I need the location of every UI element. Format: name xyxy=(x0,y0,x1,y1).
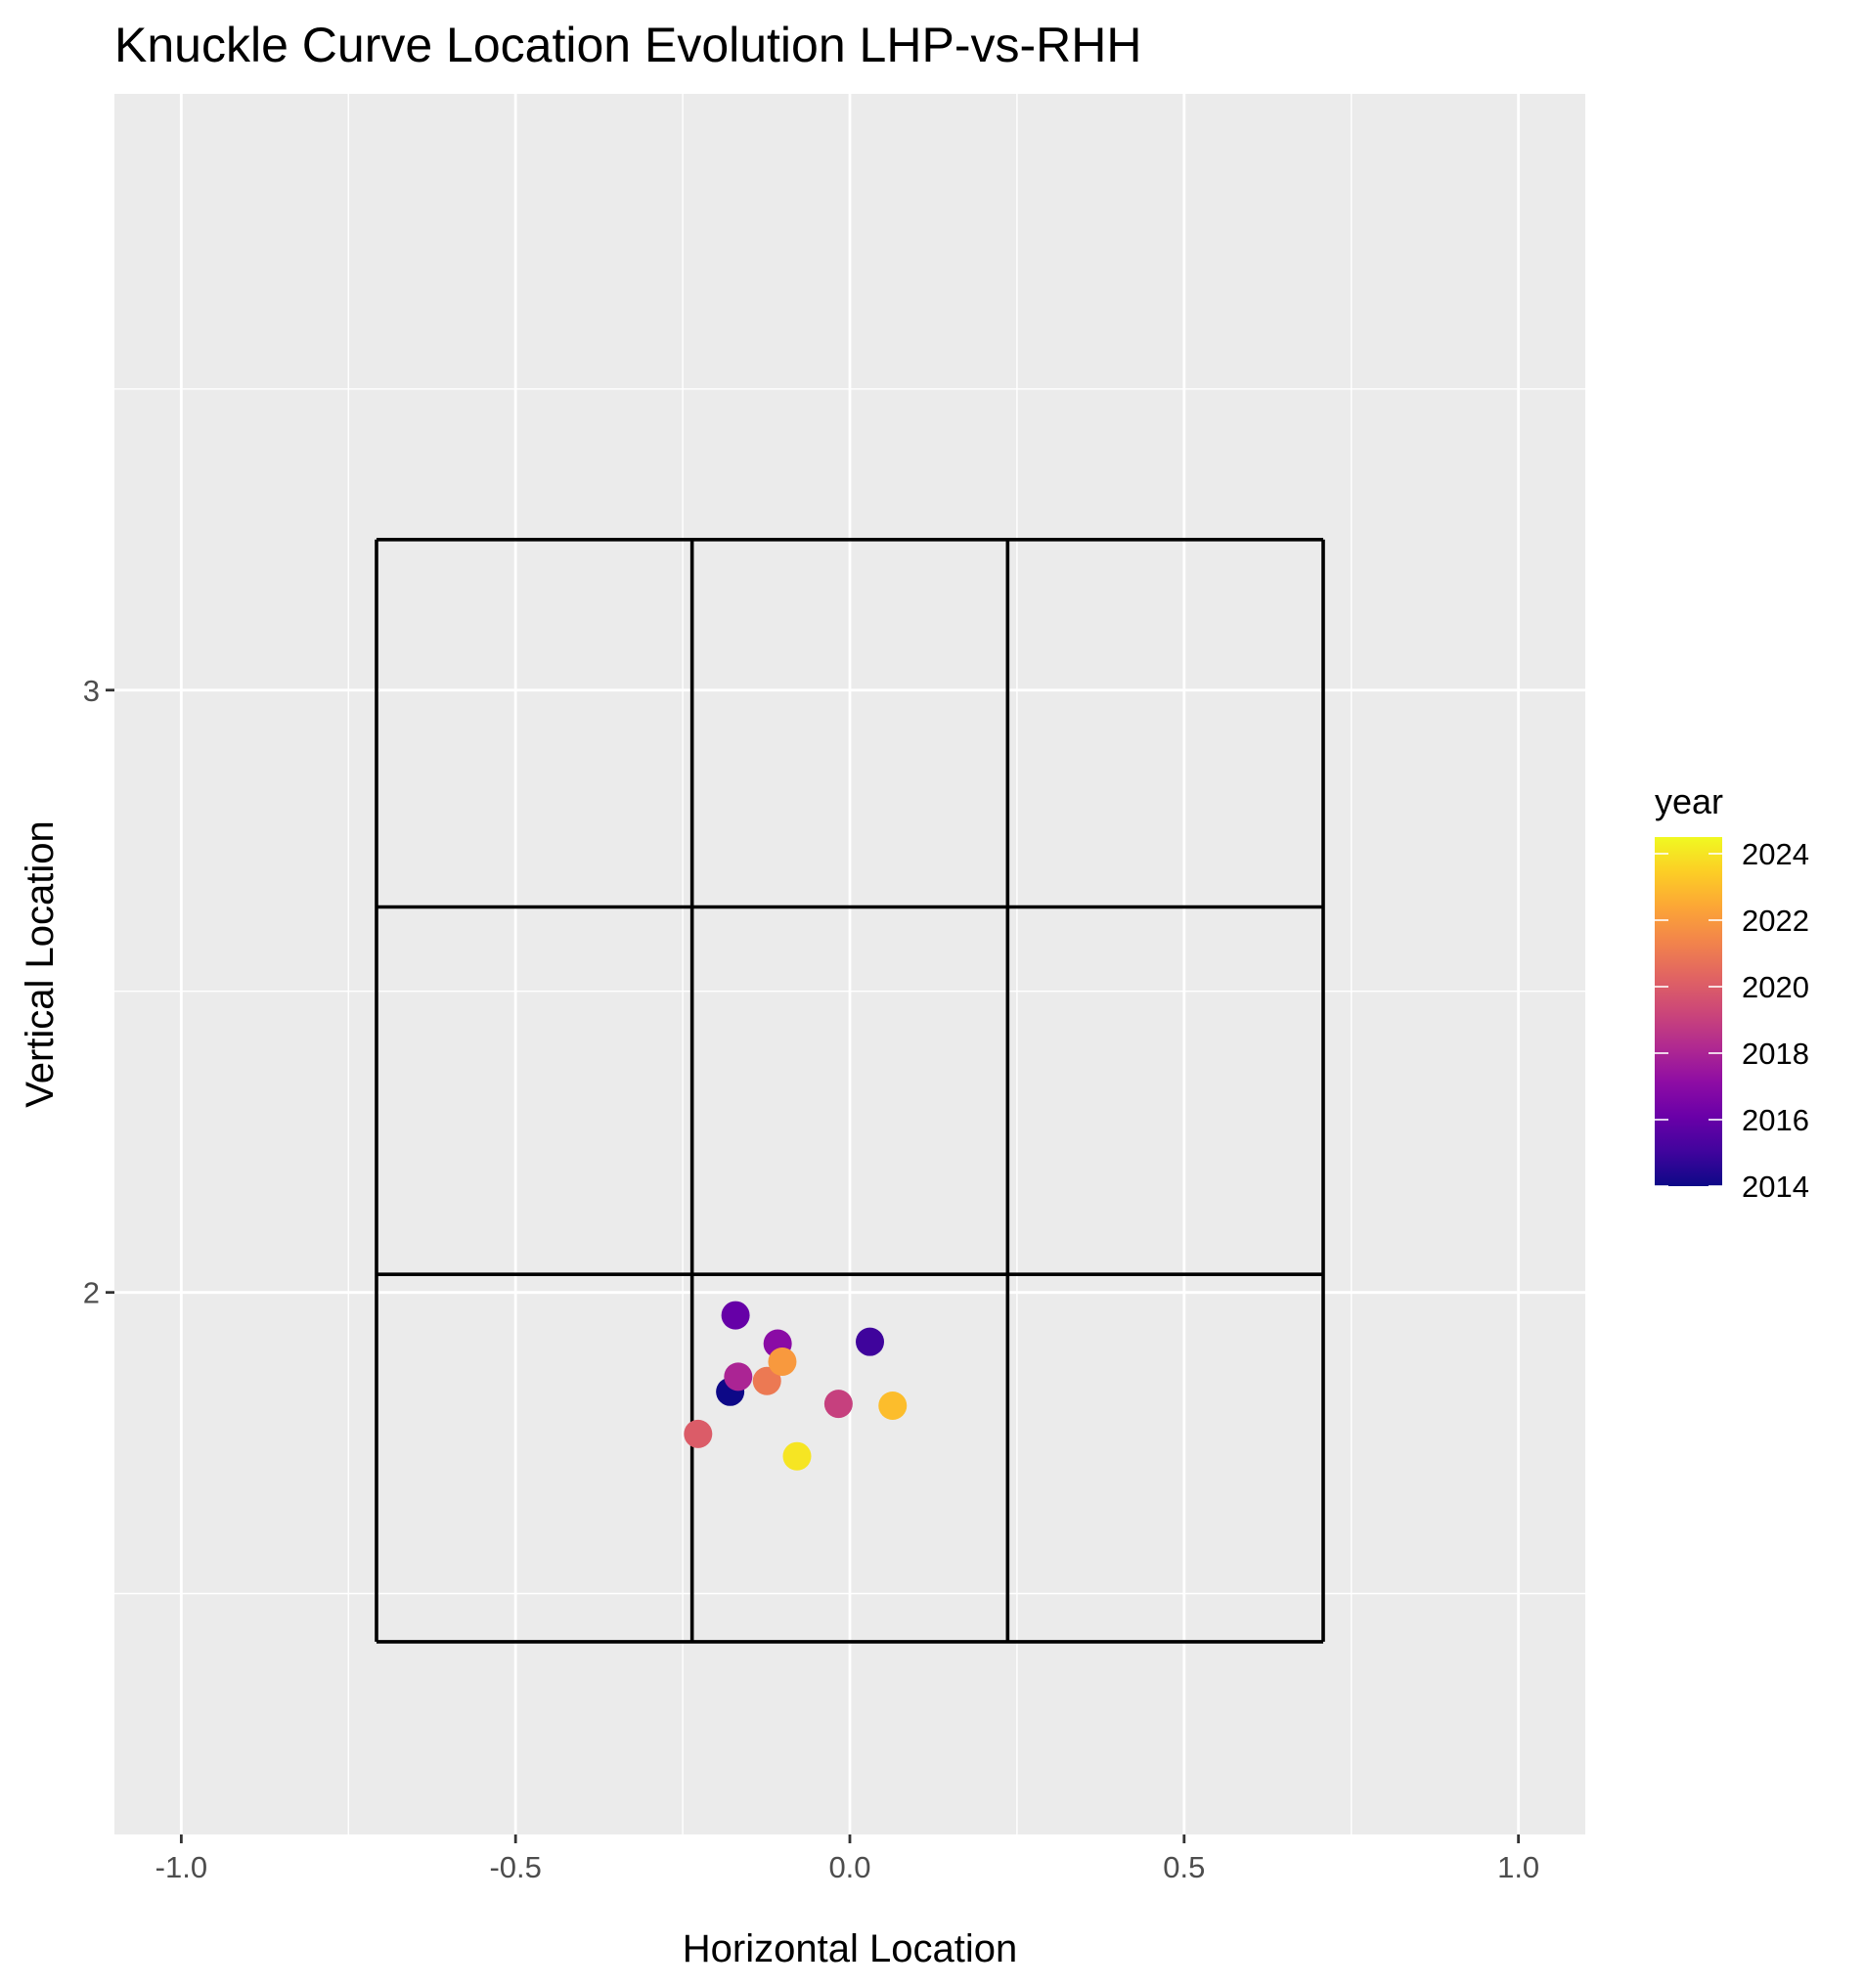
legend-colorbar xyxy=(1655,837,1722,1186)
x-tick-label: 1.0 xyxy=(1497,1850,1539,1884)
x-tick-label: -1.0 xyxy=(155,1850,207,1884)
data-point-2016 xyxy=(721,1301,750,1330)
chart-title: Knuckle Curve Location Evolution LHP-vs-… xyxy=(114,18,1141,72)
x-axis-title: Horizontal Location xyxy=(683,1927,1017,1970)
data-point-2018 xyxy=(724,1362,753,1392)
legend-tick-label: 2020 xyxy=(1742,970,1809,1004)
x-axis: -1.0 -0.5 0.0 0.5 1.0 xyxy=(155,1834,1539,1884)
y-tick-label: 2 xyxy=(83,1276,100,1310)
data-point-2015 xyxy=(856,1327,885,1356)
grid-major xyxy=(114,94,1585,1834)
legend-tick-label: 2022 xyxy=(1742,904,1809,938)
legend-tick-label: 2024 xyxy=(1742,837,1809,871)
x-tick-label: 0.5 xyxy=(1163,1850,1205,1884)
y-axis: 23 xyxy=(83,674,114,1310)
legend-tick-label: 2016 xyxy=(1742,1103,1809,1137)
data-point-2021 xyxy=(752,1366,781,1395)
x-tick-label: -0.5 xyxy=(489,1850,541,1884)
x-tick-label: 0.0 xyxy=(828,1850,870,1884)
legend-tick-label: 2014 xyxy=(1742,1170,1809,1204)
data-points xyxy=(684,1301,908,1471)
y-axis-title: Vertical Location xyxy=(19,820,62,1108)
data-point-2024 xyxy=(782,1441,812,1471)
y-tick-label: 3 xyxy=(83,674,100,708)
data-point-2023 xyxy=(878,1391,908,1420)
legend-title: year xyxy=(1655,781,1723,821)
color-legend: year 2014 2016 2018 2020 2022 2024 xyxy=(1655,781,1809,1204)
legend-tick-label: 2018 xyxy=(1742,1037,1809,1071)
data-point-2020 xyxy=(684,1419,713,1448)
data-point-2019 xyxy=(823,1390,853,1419)
legend-ticks: 2014 2016 2018 2020 2022 2024 xyxy=(1655,837,1809,1204)
data-point-2022 xyxy=(768,1347,797,1377)
strike-zone xyxy=(375,537,1325,1644)
